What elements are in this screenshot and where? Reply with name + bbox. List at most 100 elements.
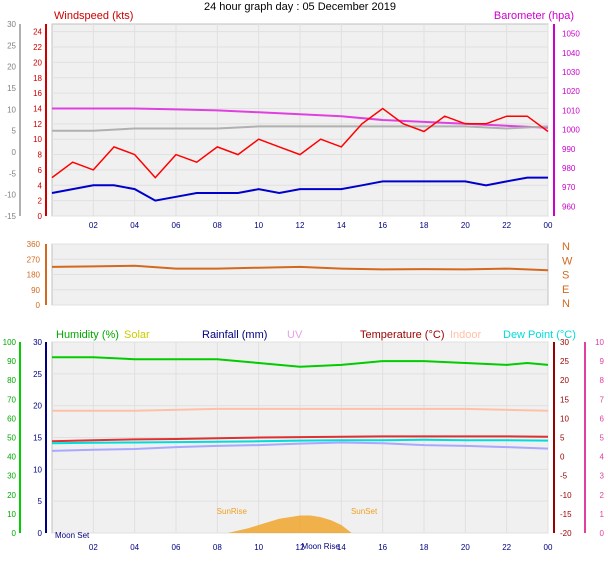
outer-right-tick-label: 10	[595, 338, 604, 347]
outer-left-tick-label: 5	[12, 127, 17, 136]
left-tick-label: 180	[27, 271, 41, 280]
right-tick-label: -15	[560, 510, 572, 519]
right-tick-label: 1040	[562, 49, 580, 58]
right-tick-label: 15	[560, 395, 569, 404]
left-tick-label: 10	[33, 135, 42, 144]
legend-entry: UV	[287, 329, 303, 341]
outer-right-tick-label: 7	[600, 395, 605, 404]
compass-label: E	[562, 284, 569, 296]
right-tick-label: 1030	[562, 68, 580, 77]
series-line	[51, 435, 549, 443]
right-tick-label: -5	[560, 472, 568, 481]
x-tick-label: 14	[337, 221, 346, 230]
outer-right-tick-label: 8	[600, 376, 605, 385]
temperature-humidity-panel: 0510152025300102030405060708090100-20-15…	[3, 329, 605, 552]
outer-left-tick-label: 20	[7, 63, 16, 72]
left-tick-label: 270	[27, 255, 41, 264]
outer-left-tick-label: 100	[3, 338, 17, 347]
x-tick-label: 06	[172, 221, 181, 230]
outer-left-tick-label: 70	[7, 395, 16, 404]
x-tick-label: 06	[172, 543, 181, 552]
wind-barometer-panel: 02 04 06 08 10 12 14 16 18 20 22 000246810121416182…	[4, 10, 580, 230]
left-tick-label: 2	[38, 197, 43, 206]
left-tick-label: 5	[38, 497, 43, 506]
outer-left-tick-label: -5	[9, 169, 17, 178]
x-tick-label: 04	[130, 543, 139, 552]
annotation-label: SunSet	[351, 507, 378, 516]
outer-right-tick-label: 0	[600, 529, 605, 538]
x-tick-label: 10	[254, 221, 263, 230]
right-tick-label: 5	[560, 434, 565, 443]
left-tick-label: 12	[33, 120, 42, 129]
right-tick-label: -10	[560, 491, 572, 500]
outer-left-tick-label: 10	[7, 510, 16, 519]
legend-entry: Rainfall (mm)	[202, 329, 267, 341]
outer-left-tick-label: 0	[12, 148, 17, 157]
legend-entry: Dew Point (°C)	[503, 329, 576, 341]
series-line	[51, 264, 549, 272]
right-tick-label: 20	[560, 376, 569, 385]
right-tick-label: 970	[562, 183, 576, 192]
x-tick-label: 16	[378, 543, 387, 552]
x-tick-label: 16	[378, 221, 387, 230]
left-tick-label: 30	[33, 338, 42, 347]
left-tick-label: 24	[33, 28, 42, 37]
x-tick-label: 22	[502, 543, 511, 552]
page-title: 24 hour graph day : 05 December 2019	[204, 1, 396, 13]
legend-entry: Humidity (%)	[56, 329, 119, 341]
outer-right-tick-label: 4	[600, 453, 605, 462]
series-line	[52, 407, 549, 412]
x-tick-label: 20	[461, 543, 470, 552]
left-tick-label: 22	[33, 43, 42, 52]
x-tick-label: 10	[254, 543, 263, 552]
x-tick-label: 18	[420, 543, 429, 552]
outer-left-tick-label: -15	[4, 212, 16, 221]
left-tick-label: 6	[38, 166, 43, 175]
series-line	[51, 176, 548, 202]
left-tick-label: 8	[38, 151, 43, 160]
right-tick-label: 30	[560, 338, 569, 347]
outer-right-tick-label: 3	[600, 472, 605, 481]
x-tick-label: 08	[213, 221, 222, 230]
right-tick-label: 10	[560, 414, 569, 423]
left-tick-label: 90	[31, 286, 40, 295]
annotation-label: Moon Set	[55, 531, 90, 540]
legend-entry: Solar	[124, 329, 150, 341]
left-tick-label: 360	[27, 240, 41, 249]
outer-left-tick-label: 25	[7, 41, 16, 50]
right-tick-label: 1010	[562, 106, 580, 115]
outer-left-tick-label: 50	[7, 434, 16, 443]
left-tick-label: 20	[33, 402, 42, 411]
x-tick-label: 08	[213, 543, 222, 552]
outer-left-tick-label: 20	[7, 491, 16, 500]
right-tick-label: 0	[560, 453, 565, 462]
outer-left-tick-label: 40	[7, 453, 16, 462]
outer-left-tick-label: 30	[7, 472, 16, 481]
right-tick-label: 25	[560, 357, 569, 366]
x-tick-label: 12	[296, 221, 305, 230]
x-tick-label: 00	[544, 543, 553, 552]
left-tick-label: 14	[33, 104, 42, 113]
right-tick-label: 1000	[562, 126, 580, 135]
right-tick-label: 980	[562, 164, 576, 173]
left-tick-label: 15	[33, 434, 42, 443]
legend-entry: Temperature (°C)	[360, 329, 444, 341]
x-tick-label: 12	[296, 543, 305, 552]
outer-right-tick-label: 9	[600, 357, 605, 366]
right-tick-label: -20	[560, 529, 572, 538]
outer-left-tick-label: 90	[7, 357, 16, 366]
x-tick-label: 00	[544, 221, 553, 230]
outer-left-tick-label: 15	[7, 84, 16, 93]
left-tick-label: 4	[38, 181, 43, 190]
solar-area	[227, 515, 352, 533]
series-line	[51, 107, 549, 179]
annotation-label: Moon Rise	[302, 542, 341, 551]
x-tick-label: 04	[130, 221, 139, 230]
left-axis-label: Windspeed (kts)	[54, 10, 133, 22]
series-line	[51, 441, 549, 452]
compass-label: N	[562, 298, 570, 310]
left-tick-label: 18	[33, 74, 42, 83]
compass-label: W	[562, 255, 573, 267]
